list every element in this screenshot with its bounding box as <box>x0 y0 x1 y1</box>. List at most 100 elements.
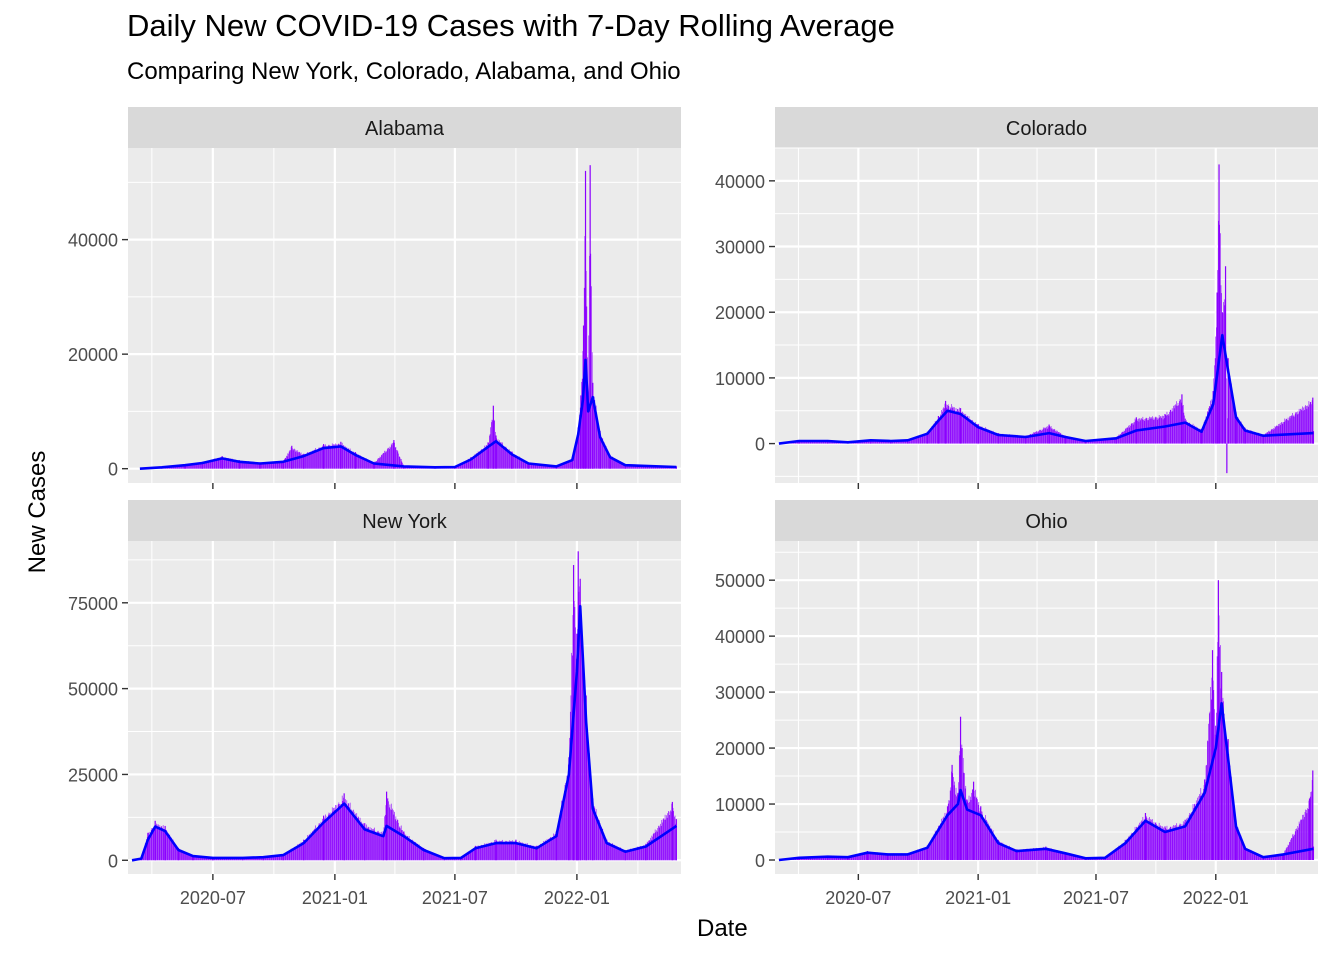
daily-bar <box>1123 432 1124 444</box>
daily-bar <box>1188 815 1190 861</box>
daily-bar <box>1290 416 1291 444</box>
daily-bar <box>266 856 268 861</box>
daily-bar <box>560 809 562 861</box>
daily-bar <box>459 463 461 469</box>
daily-bar <box>1110 438 1111 444</box>
daily-bar <box>1291 837 1293 861</box>
daily-bar <box>937 828 939 861</box>
daily-bar <box>1302 410 1304 444</box>
daily-bar <box>389 446 391 469</box>
daily-bar <box>869 852 871 861</box>
daily-bar <box>845 857 846 861</box>
daily-bar <box>436 854 437 861</box>
daily-bar <box>966 415 968 444</box>
daily-bar <box>307 835 308 861</box>
daily-bar <box>420 846 421 861</box>
daily-bar <box>1102 438 1104 444</box>
daily-bar <box>1232 790 1234 861</box>
daily-bar <box>1014 435 1015 444</box>
daily-bar <box>567 764 569 861</box>
daily-bar <box>820 856 821 861</box>
daily-bar <box>1076 855 1077 861</box>
daily-bar <box>1046 849 1048 861</box>
daily-bar <box>1137 420 1138 444</box>
y-tick-label: 20000 <box>715 739 765 759</box>
daily-bar <box>1043 848 1045 861</box>
daily-bar <box>960 414 962 444</box>
daily-bar <box>185 464 186 469</box>
daily-bar <box>611 844 613 861</box>
daily-bar <box>918 849 920 861</box>
daily-bar <box>1020 849 1021 861</box>
daily-bar <box>1020 435 1021 444</box>
daily-bar <box>1301 410 1303 444</box>
daily-bar <box>1072 854 1074 861</box>
daily-bar <box>597 821 599 861</box>
daily-bar <box>1061 851 1063 861</box>
daily-bar <box>491 842 492 861</box>
daily-bar <box>1138 824 1139 861</box>
daily-bar <box>631 465 633 469</box>
daily-bar <box>1222 697 1224 861</box>
daily-bar <box>1030 848 1032 861</box>
daily-bar <box>362 823 364 861</box>
daily-bar <box>632 848 634 861</box>
daily-bar <box>155 825 157 861</box>
daily-bar <box>1151 417 1152 444</box>
daily-bar <box>366 458 368 469</box>
daily-bar <box>826 856 828 861</box>
daily-bar <box>829 856 830 861</box>
daily-bar <box>377 831 378 861</box>
daily-bar <box>318 825 319 861</box>
daily-bar <box>1064 852 1066 861</box>
daily-bar <box>1125 429 1127 444</box>
daily-bar <box>614 845 615 861</box>
daily-bar <box>597 816 598 861</box>
daily-bar <box>272 855 274 861</box>
daily-bar <box>1116 847 1118 861</box>
daily-bar-point <box>323 815 325 861</box>
daily-bar <box>1234 807 1235 861</box>
daily-bar <box>931 426 933 444</box>
daily-bar <box>567 460 569 469</box>
daily-bar <box>392 810 394 861</box>
daily-bar <box>316 449 318 469</box>
daily-bar <box>1154 825 1155 861</box>
daily-bar <box>1040 848 1041 861</box>
daily-bar <box>438 855 440 861</box>
daily-bar <box>1260 435 1262 444</box>
daily-bar <box>974 796 976 861</box>
daily-bar <box>871 440 873 444</box>
daily-bar <box>965 785 967 861</box>
daily-bar <box>178 465 180 469</box>
daily-bar <box>607 450 608 469</box>
daily-bar <box>591 286 592 469</box>
daily-bar <box>955 787 957 861</box>
daily-bar <box>1277 854 1278 861</box>
daily-bar <box>437 855 438 861</box>
daily-bar <box>1241 424 1243 444</box>
daily-bar <box>1252 431 1254 444</box>
daily-bar <box>843 856 845 861</box>
daily-bar <box>534 463 535 469</box>
daily-bar <box>1304 409 1305 444</box>
daily-bar <box>936 831 938 861</box>
daily-bar <box>628 465 629 469</box>
daily-bar <box>266 856 267 861</box>
daily-bar <box>981 426 983 444</box>
daily-bar <box>851 855 853 861</box>
daily-bar <box>1172 829 1174 861</box>
daily-bar <box>333 444 335 469</box>
daily-bar-point <box>592 798 594 861</box>
daily-bar <box>1004 845 1006 861</box>
daily-bar <box>522 842 523 861</box>
daily-bar <box>516 457 518 469</box>
daily-bar <box>872 439 873 444</box>
daily-bar <box>1158 827 1159 861</box>
daily-bar <box>390 447 391 469</box>
daily-bar <box>463 855 464 861</box>
daily-bar <box>506 842 508 861</box>
daily-bar <box>212 459 214 469</box>
daily-bar <box>616 847 617 861</box>
daily-bar <box>236 460 238 469</box>
